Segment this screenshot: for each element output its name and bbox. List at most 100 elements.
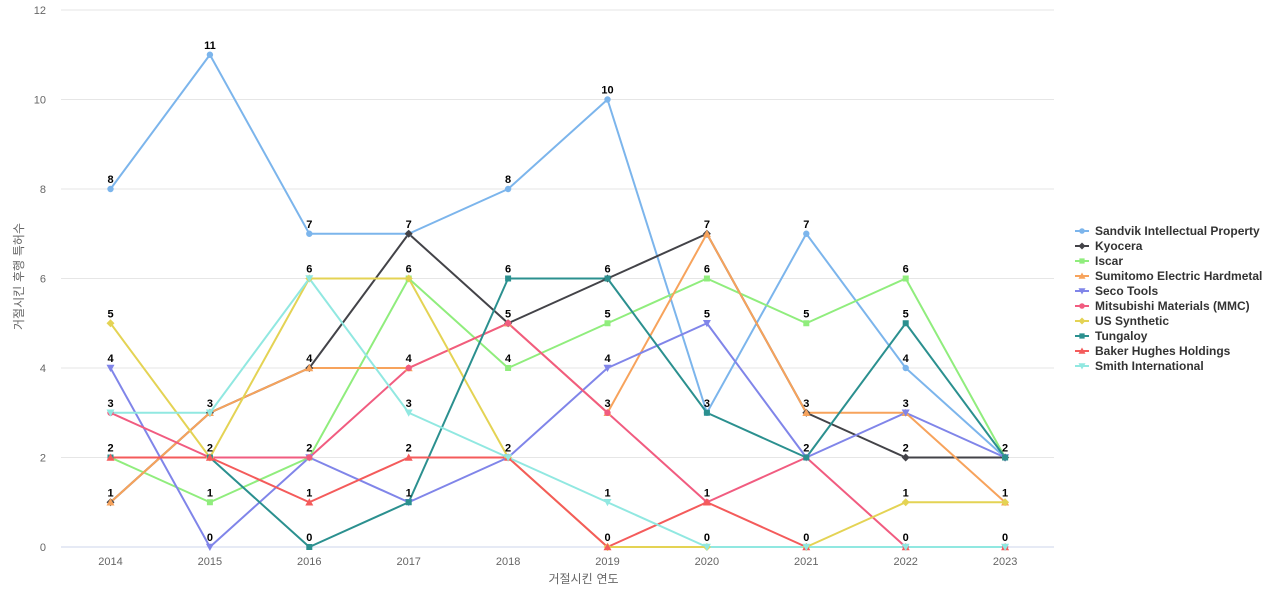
data-point[interactable] (206, 499, 213, 506)
data-label: 6 (704, 264, 710, 276)
legend-item[interactable]: Baker Hughes Holdings (1075, 344, 1231, 358)
legend-item[interactable]: Seco Tools (1075, 284, 1158, 298)
legend-marker[interactable] (1078, 288, 1086, 295)
data-point[interactable] (604, 96, 611, 103)
data-point[interactable] (404, 409, 413, 417)
series-line[interactable] (110, 277, 1006, 504)
data-point[interactable] (404, 274, 413, 283)
data-point[interactable] (902, 320, 909, 327)
data-point[interactable] (505, 275, 512, 282)
legend-marker[interactable] (1078, 347, 1086, 354)
data-point[interactable] (802, 408, 811, 416)
legend-item[interactable]: Tungaloy (1075, 329, 1148, 343)
data-point[interactable] (106, 364, 115, 372)
legend-marker[interactable] (1079, 333, 1085, 339)
legend-item[interactable]: Mitsubishi Materials (MMC) (1075, 299, 1250, 313)
data-point[interactable] (703, 409, 710, 416)
data-label: 6 (604, 264, 610, 276)
series-line[interactable] (110, 277, 1006, 548)
data-point[interactable] (1001, 498, 1010, 507)
series-line[interactable] (110, 456, 1006, 548)
data-point[interactable] (703, 275, 710, 282)
data-label: 4 (107, 353, 114, 365)
data-point[interactable] (106, 319, 115, 328)
data-point[interactable] (603, 499, 612, 507)
data-label: 1 (107, 487, 113, 499)
data-point[interactable] (504, 320, 512, 327)
legend-marker[interactable] (1078, 363, 1086, 370)
data-point[interactable] (803, 320, 810, 327)
y-tick-label: 6 (40, 274, 46, 286)
legend-item[interactable]: Iscar (1075, 254, 1123, 268)
data-label: 0 (604, 532, 610, 544)
data-point[interactable] (603, 543, 612, 551)
legend-item[interactable]: Smith International (1075, 359, 1204, 373)
legend-item[interactable]: Sandvik Intellectual Property (1075, 224, 1260, 238)
y-tick-label: 8 (40, 184, 46, 196)
data-point[interactable] (404, 453, 413, 461)
data-point[interactable] (604, 409, 611, 416)
legend-marker[interactable] (1079, 228, 1085, 234)
data-point[interactable] (702, 498, 711, 506)
y-tick-label: 10 (34, 95, 46, 107)
legend-marker[interactable] (1079, 303, 1085, 309)
data-label: 4 (604, 353, 611, 365)
data-point[interactable] (306, 544, 313, 550)
data-point[interactable] (803, 230, 810, 237)
data-point[interactable] (604, 275, 611, 282)
data-point[interactable] (206, 51, 214, 58)
data-point[interactable] (901, 453, 910, 462)
series-line[interactable] (109, 322, 1006, 548)
legend-label: Sandvik Intellectual Property (1095, 224, 1260, 238)
data-point[interactable] (702, 229, 711, 237)
data-point[interactable] (702, 320, 711, 328)
data-point[interactable] (1002, 454, 1009, 461)
data-label: 6 (406, 264, 412, 276)
legend-marker[interactable] (1079, 258, 1085, 264)
data-point[interactable] (1001, 543, 1010, 551)
data-point[interactable] (901, 498, 910, 507)
data-point[interactable] (902, 364, 909, 372)
data-point[interactable] (205, 409, 214, 417)
data-point[interactable] (205, 453, 214, 461)
x-tick-label: 2017 (396, 556, 420, 568)
data-point[interactable] (106, 453, 115, 461)
legend-marker[interactable] (1078, 272, 1086, 279)
data-label: 0 (306, 532, 312, 544)
legend-marker[interactable] (1078, 242, 1086, 250)
series-lines (109, 53, 1006, 548)
data-point[interactable] (404, 229, 413, 238)
data-point[interactable] (106, 498, 115, 506)
data-point[interactable] (803, 454, 810, 461)
data-point[interactable] (901, 543, 910, 551)
data-point[interactable] (504, 185, 512, 193)
data-point[interactable] (107, 185, 114, 193)
legend-item[interactable]: Kyocera (1075, 239, 1143, 253)
data-point[interactable] (802, 543, 811, 551)
data-point[interactable] (603, 364, 612, 372)
data-point[interactable] (106, 409, 115, 417)
data-label: 1 (604, 487, 610, 499)
data-point[interactable] (405, 364, 412, 372)
data-point[interactable] (901, 409, 910, 417)
data-point[interactable] (305, 498, 314, 506)
data-point[interactable] (306, 230, 313, 237)
data-label: 1 (903, 487, 909, 499)
data-point[interactable] (305, 364, 314, 372)
data-point[interactable] (504, 454, 513, 462)
data-point[interactable] (305, 275, 314, 283)
data-point[interactable] (205, 543, 214, 551)
legend-item[interactable]: US Synthetic (1075, 314, 1169, 328)
legend-item[interactable]: Sumitomo Electric Hardmetal (1075, 269, 1262, 283)
legend-marker[interactable] (1078, 317, 1086, 325)
series-line[interactable] (110, 277, 1006, 548)
data-point[interactable] (505, 365, 512, 371)
data-point[interactable] (604, 320, 611, 327)
series-line[interactable] (110, 322, 1006, 548)
data-point[interactable] (902, 275, 909, 282)
data-point[interactable] (306, 454, 313, 461)
x-tick-label: 2016 (297, 556, 321, 568)
data-point[interactable] (702, 543, 711, 551)
data-point[interactable] (405, 499, 412, 506)
